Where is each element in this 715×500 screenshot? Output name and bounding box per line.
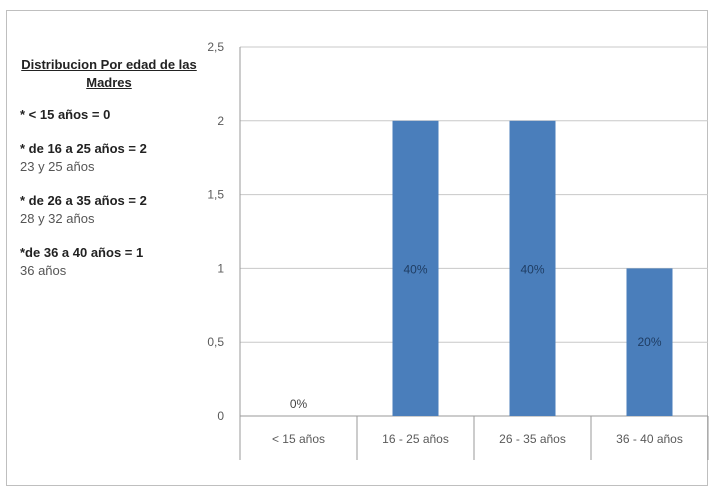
- y-tick-label: 0,5: [207, 335, 224, 349]
- x-category-label: 36 - 40 años: [616, 432, 683, 446]
- x-category-label: 26 - 35 años: [499, 432, 566, 446]
- bar: [626, 268, 673, 416]
- sidebar-item-36-40: *de 36 a 40 años = 1 36 años: [20, 244, 205, 280]
- sidebar-item-26-35: * de 26 a 35 años = 2 28 y 32 años: [20, 192, 205, 228]
- sidebar-notes: Distribucion Por edad de las Madres * < …: [20, 56, 205, 296]
- x-category-label: 16 - 25 años: [382, 432, 449, 446]
- y-tick-label: 0: [217, 409, 224, 423]
- sidebar-title: Distribucion Por edad de las Madres: [21, 57, 197, 90]
- sidebar-item-16-25: * de 16 a 25 años = 2 23 y 25 años: [20, 140, 205, 176]
- data-label: 20%: [637, 335, 661, 349]
- y-tick-label: 1,5: [207, 188, 224, 202]
- y-tick-label: 1: [217, 261, 224, 275]
- sidebar-item-heading: *de 36 a 40 años = 1: [20, 245, 144, 260]
- data-label: 40%: [520, 262, 544, 276]
- bar: [509, 120, 556, 417]
- sidebar-item-detail: 28 y 32 años: [20, 211, 95, 226]
- sidebar-item-heading: * < 15 años = 0: [20, 107, 111, 122]
- sidebar-item-heading: * de 26 a 35 años = 2: [20, 193, 147, 208]
- sidebar-item-under-15: * < 15 años = 0: [20, 106, 205, 124]
- chart-frame: [6, 10, 708, 486]
- sidebar-item-detail: 36 años: [20, 263, 67, 278]
- data-label: 0%: [290, 397, 308, 411]
- data-label: 40%: [403, 262, 427, 276]
- y-tick-label: 2,5: [207, 40, 224, 54]
- y-tick-label: 2: [217, 114, 224, 128]
- x-category-label: < 15 años: [272, 432, 325, 446]
- sidebar-item-detail: 23 y 25 años: [20, 159, 95, 174]
- sidebar-item-heading: * de 16 a 25 años = 2: [20, 141, 147, 156]
- bar: [392, 120, 439, 417]
